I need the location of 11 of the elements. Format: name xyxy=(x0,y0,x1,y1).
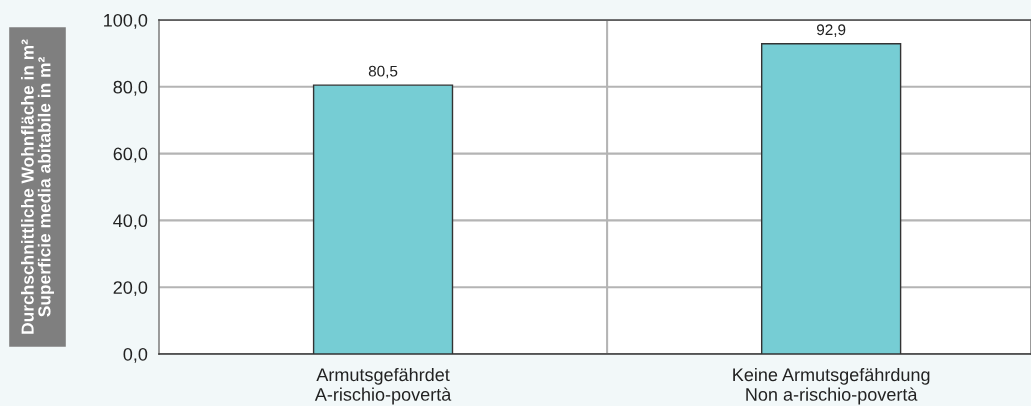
data-label: 92,9 xyxy=(817,24,846,37)
y-tick-label: 0,0 xyxy=(123,347,148,363)
x-tick-label: Keine Armutsgefährdung Non a-rischio-povertà xyxy=(733,367,930,405)
data-label: 80,5 xyxy=(368,65,398,79)
y-tick-label: 20,0 xyxy=(113,281,148,297)
y-tick-label: 80,0 xyxy=(113,80,148,96)
y-tick-label: 60,0 xyxy=(113,147,148,163)
y-tick-label: 40,0 xyxy=(113,214,148,230)
x-tick-label: Armutsgefährdet A-rischio-povertà xyxy=(314,367,452,405)
y-tick-label: 100,0 xyxy=(104,13,148,29)
y-axis-title: Durchschnittliche Wohnfläche in m² Superficie media abitabile in m² xyxy=(21,39,54,334)
